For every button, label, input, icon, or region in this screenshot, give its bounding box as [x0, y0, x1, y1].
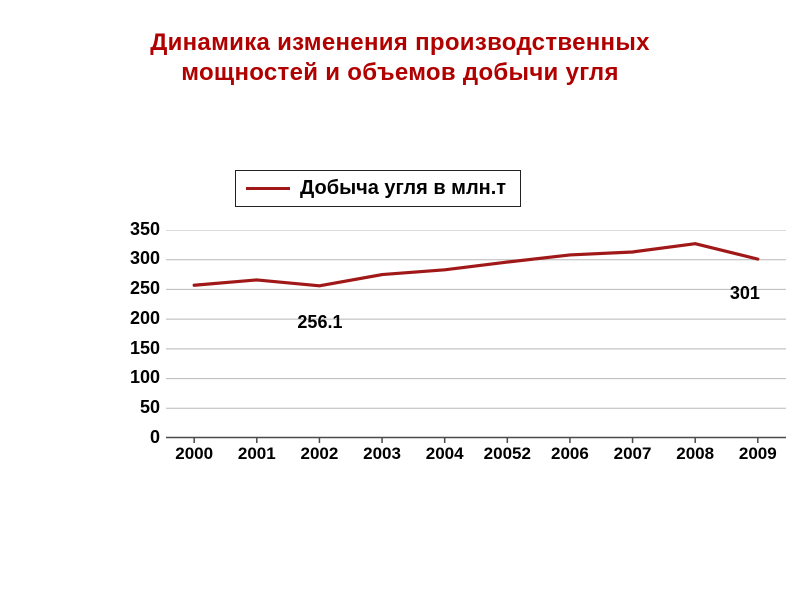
y-tick-label: 100: [110, 367, 160, 388]
page-title: Динамика изменения производственных мощн…: [0, 0, 800, 88]
y-tick-label: 150: [110, 338, 160, 359]
slide: Динамика изменения производственных мощн…: [0, 0, 800, 600]
legend-swatch: [246, 187, 290, 190]
x-tick-label: 2008: [663, 444, 727, 464]
x-tick-label: 2009: [726, 444, 790, 464]
x-tick-label: 2000: [162, 444, 226, 464]
y-tick-label: 350: [110, 219, 160, 240]
legend-label: Добыча угля в млн.т: [300, 177, 506, 200]
chart-svg: [166, 230, 786, 445]
x-tick-label: 2006: [538, 444, 602, 464]
y-tick-label: 50: [110, 397, 160, 418]
y-tick-label: 300: [110, 248, 160, 269]
y-tick-label: 0: [110, 427, 160, 448]
title-line-1: Динамика изменения производственных: [150, 29, 650, 56]
y-tick-label: 250: [110, 278, 160, 299]
title-line-2: мощностей и объемов добычи угля: [181, 59, 619, 86]
x-tick-label: 2007: [601, 444, 665, 464]
x-tick-label: 20052: [475, 444, 539, 464]
x-tick-label: 2001: [225, 444, 289, 464]
y-tick-label: 200: [110, 308, 160, 329]
legend: Добыча угля в млн.т: [235, 170, 521, 207]
x-tick-label: 2002: [287, 444, 351, 464]
x-tick-label: 2003: [350, 444, 414, 464]
data-label: 301: [730, 283, 760, 304]
x-tick-label: 2004: [413, 444, 477, 464]
data-label: 256.1: [297, 312, 342, 333]
line-chart: 0501001502002503003502000200120022003200…: [110, 230, 786, 478]
